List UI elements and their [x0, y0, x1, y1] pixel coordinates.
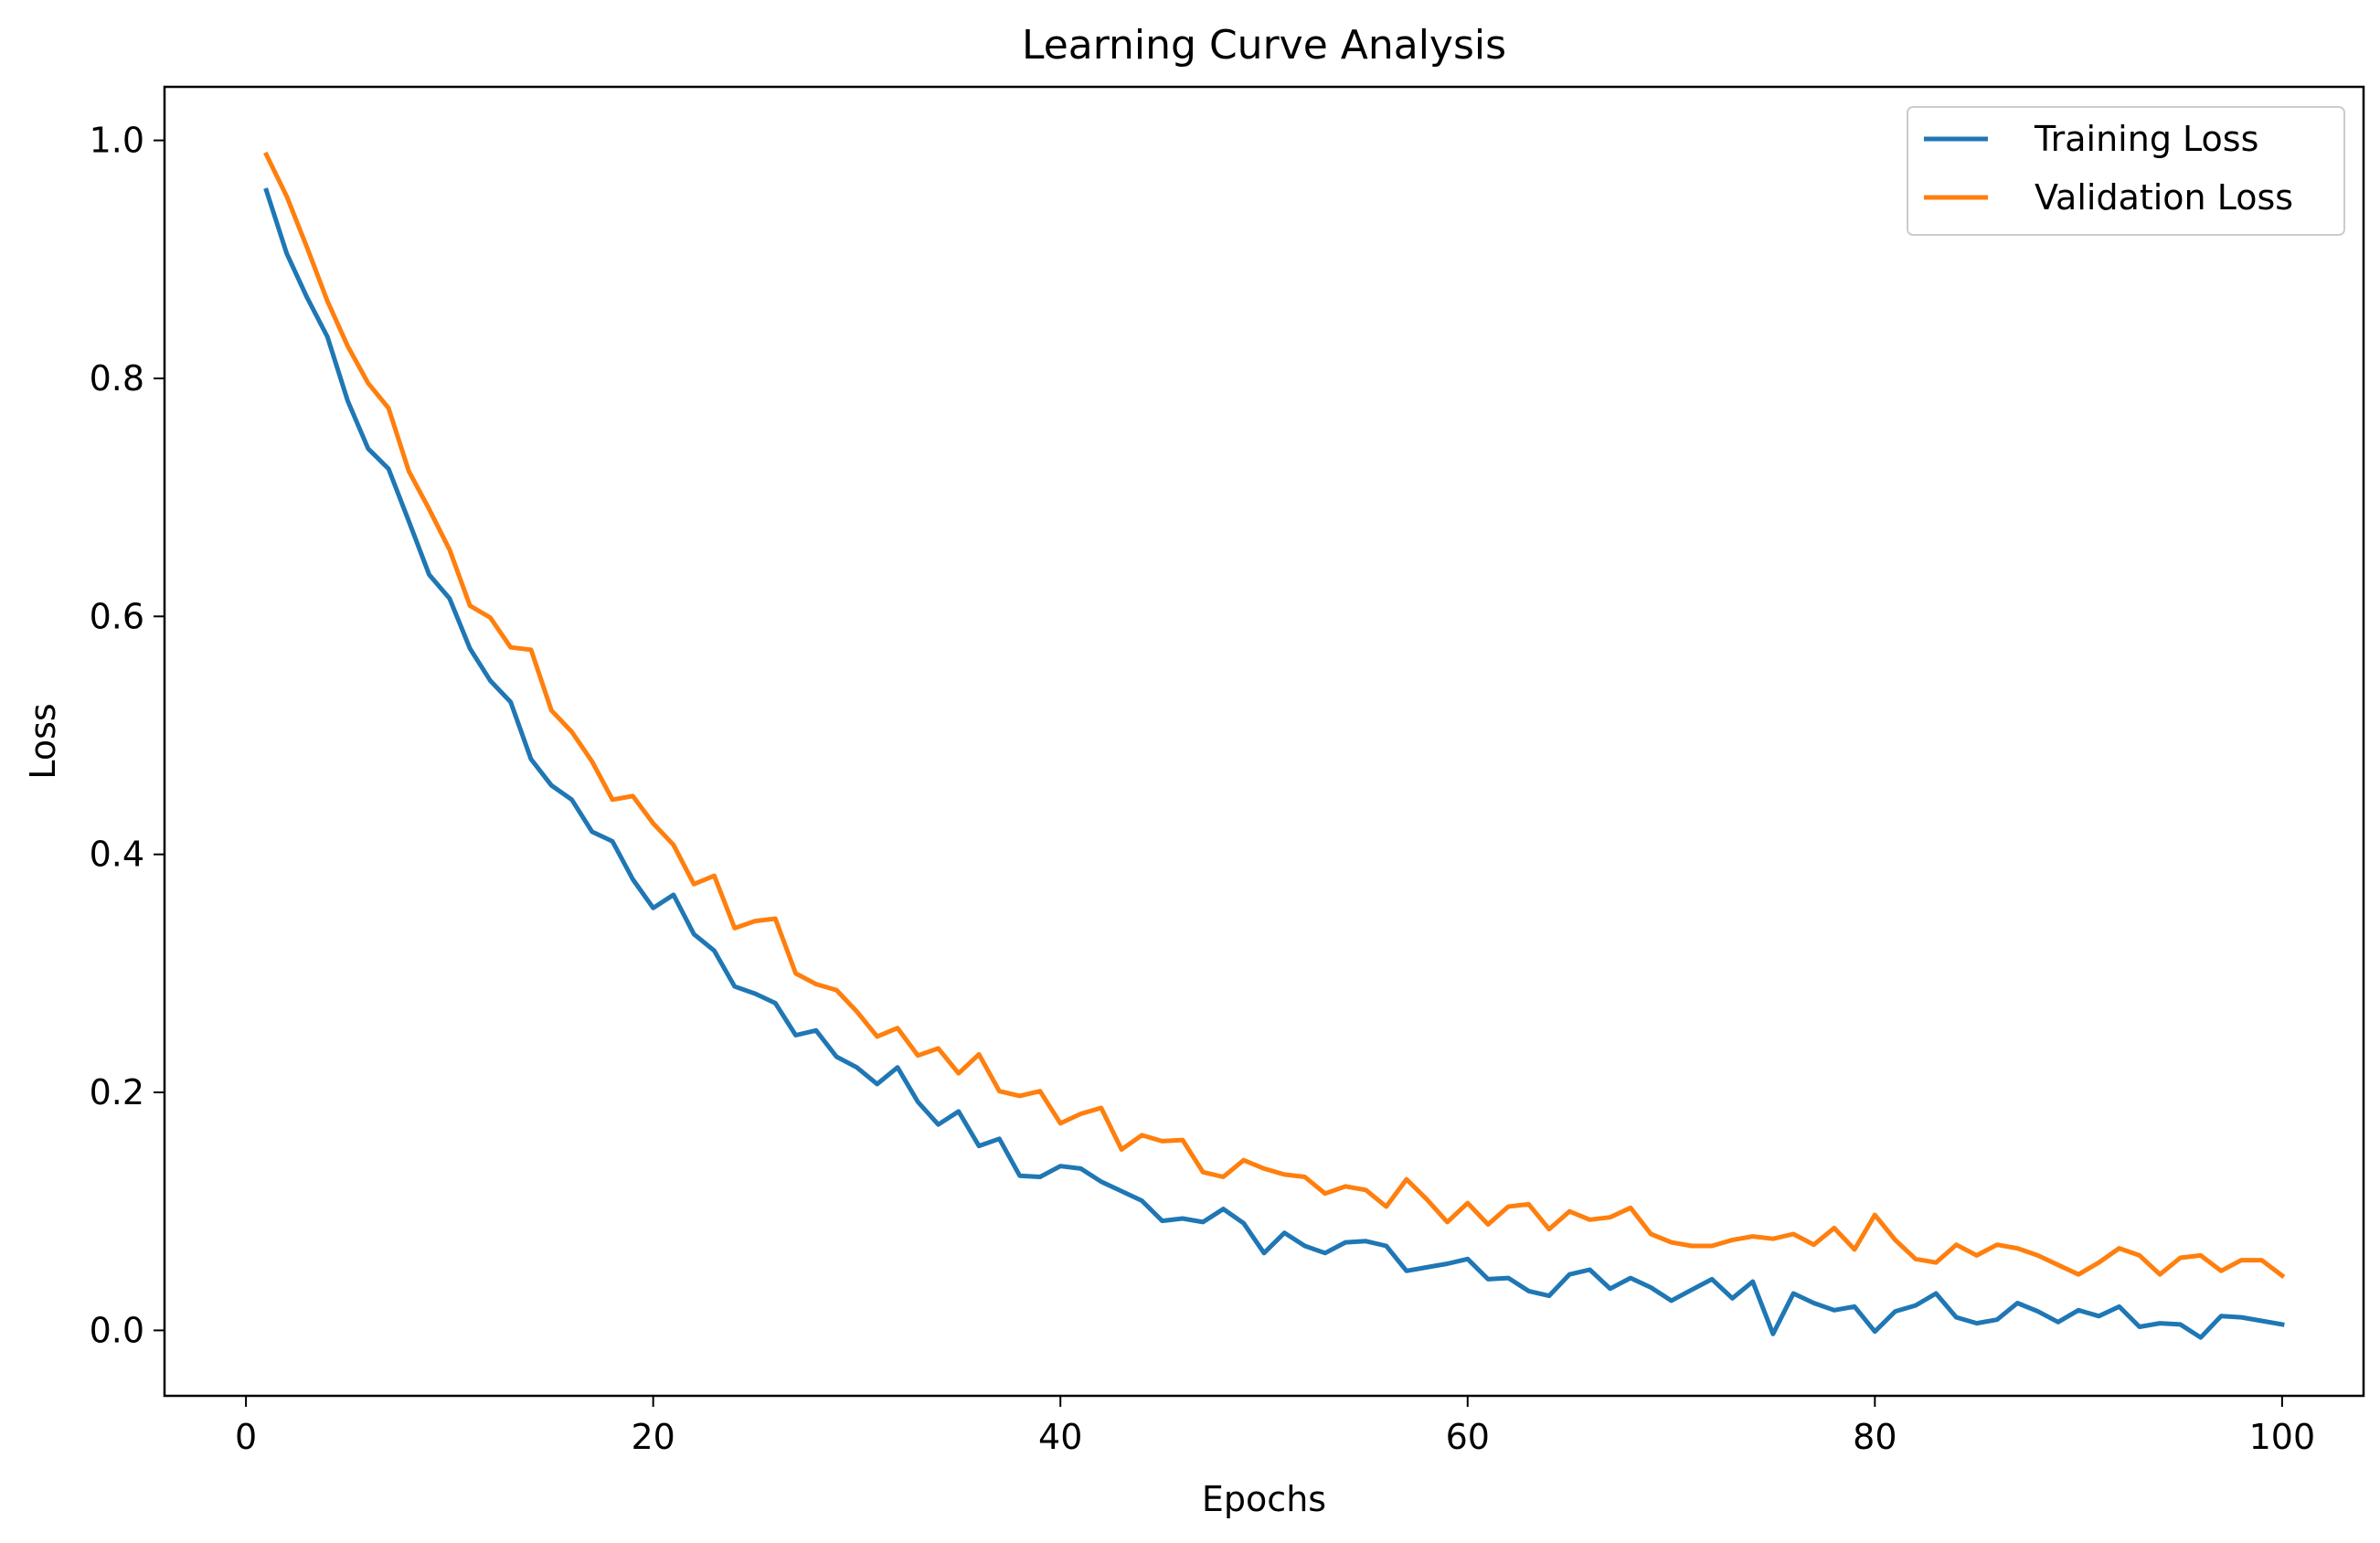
- training-loss-line: [263, 187, 2285, 1340]
- x-tick-label: 40: [1038, 1417, 1082, 1457]
- legend-box: [1907, 106, 2345, 236]
- y-axis-label: Loss: [23, 703, 63, 779]
- x-tick-label: 100: [2249, 1417, 2316, 1457]
- x-tick-label: 60: [1446, 1417, 1490, 1457]
- legend: Training Loss Validation Loss: [1907, 106, 2345, 236]
- y-tick-label: 1.0: [90, 121, 144, 161]
- y-tick-label: 0.0: [90, 1310, 144, 1350]
- x-tick-label: 0: [235, 1417, 257, 1457]
- x-tick-label: 80: [1853, 1417, 1897, 1457]
- chart-title: Learning Curve Analysis: [1022, 22, 1506, 69]
- y-tick-label: 0.4: [90, 835, 144, 875]
- y-tick-label: 0.8: [90, 358, 144, 399]
- x-tick-label: 20: [631, 1417, 675, 1457]
- validation-loss-line: [263, 151, 2286, 1280]
- legend-training-label: Training Loss: [2034, 119, 2258, 159]
- plot-area: [163, 85, 2365, 1398]
- legend-validation-label: Validation Loss: [2035, 177, 2293, 218]
- y-tick-label: 0.2: [90, 1072, 144, 1112]
- x-axis-label: Epochs: [1202, 1479, 1326, 1519]
- y-tick-label: 0.6: [90, 596, 144, 636]
